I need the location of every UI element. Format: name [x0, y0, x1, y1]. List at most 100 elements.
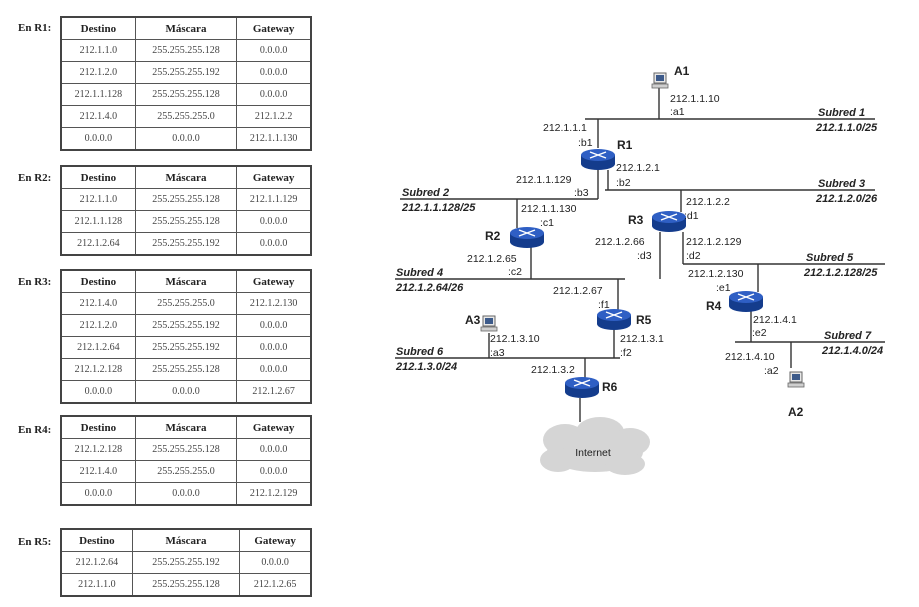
cell-gateway: 212.1.2.65 [239, 573, 312, 597]
if-label: :b2 [616, 177, 631, 189]
router-icon [564, 376, 600, 399]
table-row: 212.1.2.64 255.255.255.192 0.0.0.0 [60, 232, 312, 256]
table-row: 212.1.1.0 255.255.255.128 212.1.2.65 [60, 573, 312, 597]
subnet-7-cidr: 212.1.4.0/24 [821, 345, 883, 357]
subnet-3-name: Subred 3 [818, 178, 865, 190]
cell-destino: 212.1.2.128 [60, 358, 136, 381]
ip-label: 212.1.2.2 [686, 196, 730, 208]
routing-table-r3: Destino Máscara Gateway 212.1.4.0 255.255… [60, 269, 312, 404]
subnet-4-cidr: 212.1.2.64/26 [395, 282, 464, 294]
table-header-row: Destino Máscara Gateway [60, 165, 312, 189]
table-row: 212.1.2.0 255.255.255.192 0.0.0.0 [60, 61, 312, 84]
ip-label: 212.1.4.10 [725, 351, 775, 363]
cell-mascara: 255.255.255.128 [134, 358, 238, 381]
cell-gateway: 0.0.0.0 [236, 210, 312, 233]
cell-destino: 212.1.2.64 [60, 232, 136, 256]
subnet-labels: Subred 1 212.1.1.0/25 Subred 2 212.1.1.1… [395, 107, 883, 373]
subnet-lines [395, 118, 885, 359]
subnet-1-name: Subred 1 [818, 107, 865, 119]
cell-gateway: 212.1.2.2 [236, 105, 312, 128]
interface-labels: 212.1.1.10 :a1 212.1.1.1 :b1 212.1.1.129… [467, 93, 797, 377]
table-header-row: Destino Máscara Gateway [60, 528, 312, 552]
table-row: 212.1.2.64 255.255.255.192 0.0.0.0 [60, 551, 312, 574]
ip-label: 212.1.1.10 [670, 93, 720, 105]
if-label: :e2 [752, 327, 767, 339]
table-label-r3: En R3: [18, 276, 52, 288]
router-name: R3 [628, 213, 644, 227]
router-icon [596, 308, 632, 331]
subnet-2-name: Subred 2 [402, 187, 449, 199]
host-a1: A1 [651, 64, 690, 89]
cell-destino: 212.1.4.0 [60, 460, 136, 483]
routing-table-r5: Destino Máscara Gateway 212.1.2.64 255.25… [60, 528, 312, 597]
subnet-4-name: Subred 4 [396, 267, 443, 279]
header-destino: Destino [60, 269, 136, 293]
router-icon [728, 290, 764, 313]
cell-gateway: 212.1.2.129 [236, 482, 312, 506]
router-name: R2 [485, 229, 501, 243]
cell-mascara: 255.255.255.0 [134, 105, 238, 128]
header-gateway: Gateway [236, 415, 312, 439]
table-row: 212.1.4.0 255.255.255.0 0.0.0.0 [60, 460, 312, 483]
subnet-2-cidr: 212.1.1.128/25 [401, 202, 476, 214]
if-label: :b1 [578, 137, 593, 149]
router-icon [509, 226, 545, 249]
router-r1: R1 [580, 138, 633, 171]
if-label: :a3 [490, 347, 505, 359]
cell-destino: 212.1.4.0 [60, 105, 136, 128]
router-icon [580, 148, 616, 171]
if-label: :f1 [598, 299, 610, 311]
header-destino: Destino [60, 165, 136, 189]
router-r6: R6 [564, 376, 618, 399]
ip-label: 212.1.1.130 [521, 203, 577, 215]
header-gateway: Gateway [239, 528, 312, 552]
ip-label: 212.1.1.129 [516, 174, 572, 186]
subnet-6-cidr: 212.1.3.0/24 [395, 361, 457, 373]
cell-gateway: 0.0.0.0 [236, 232, 312, 256]
table-row: 0.0.0.0 0.0.0.0 212.1.1.130 [60, 127, 312, 151]
cell-destino: 212.1.1.128 [60, 210, 136, 233]
if-label: :c2 [508, 266, 522, 278]
cell-gateway: 0.0.0.0 [236, 358, 312, 381]
subnet-7-name: Subred 7 [824, 330, 872, 342]
if-label: :d2 [686, 250, 701, 262]
router-name: R1 [617, 138, 633, 152]
cell-gateway: 0.0.0.0 [236, 460, 312, 483]
if-label: :c1 [540, 217, 554, 229]
if-label: :b3 [574, 187, 589, 199]
ip-label: 212.1.1.1 [543, 122, 587, 134]
header-destino: Destino [60, 415, 136, 439]
table-label-r1: En R1: [18, 22, 52, 34]
subnet-1-cidr: 212.1.1.0/25 [815, 122, 878, 134]
table-row: 212.1.1.0 255.255.255.128 212.1.1.129 [60, 188, 312, 211]
if-label: :a1 [670, 106, 685, 118]
cloud-icon [540, 417, 650, 475]
computer-icon [787, 371, 805, 388]
host-name: A2 [788, 405, 804, 419]
ip-label: 212.1.2.67 [553, 285, 603, 297]
cell-gateway: 212.1.2.67 [236, 380, 312, 404]
if-label: :d1 [684, 210, 699, 222]
if-label: :d3 [637, 250, 652, 262]
ip-label: 212.1.4.1 [753, 314, 797, 326]
ip-label: 212.1.2.66 [595, 236, 645, 248]
cell-gateway: 212.1.1.130 [236, 127, 312, 151]
host-name: A1 [674, 64, 690, 78]
router-r4: R4 [706, 290, 764, 313]
routing-table-r2: Destino Máscara Gateway 212.1.1.0 255.255… [60, 165, 312, 256]
ip-label: 212.1.2.129 [686, 236, 742, 248]
if-label: :a2 [764, 365, 779, 377]
table-header-row: Destino Máscara Gateway [60, 16, 312, 40]
cell-mascara: 255.255.255.192 [134, 232, 238, 256]
ip-label: 212.1.2.130 [688, 268, 744, 280]
cell-mascara: 255.255.255.128 [131, 573, 241, 597]
table-row: 212.1.2.128 255.255.255.128 0.0.0.0 [60, 358, 312, 381]
cell-mascara: 255.255.255.0 [134, 460, 238, 483]
cell-destino: 212.1.1.0 [60, 573, 133, 597]
table-label-r5: En R5: [18, 536, 52, 548]
if-label: :f2 [620, 347, 632, 359]
subnet-3-cidr: 212.1.2.0/26 [815, 193, 878, 205]
cell-gateway: 0.0.0.0 [239, 551, 312, 574]
router-r3: R3 [628, 210, 687, 233]
